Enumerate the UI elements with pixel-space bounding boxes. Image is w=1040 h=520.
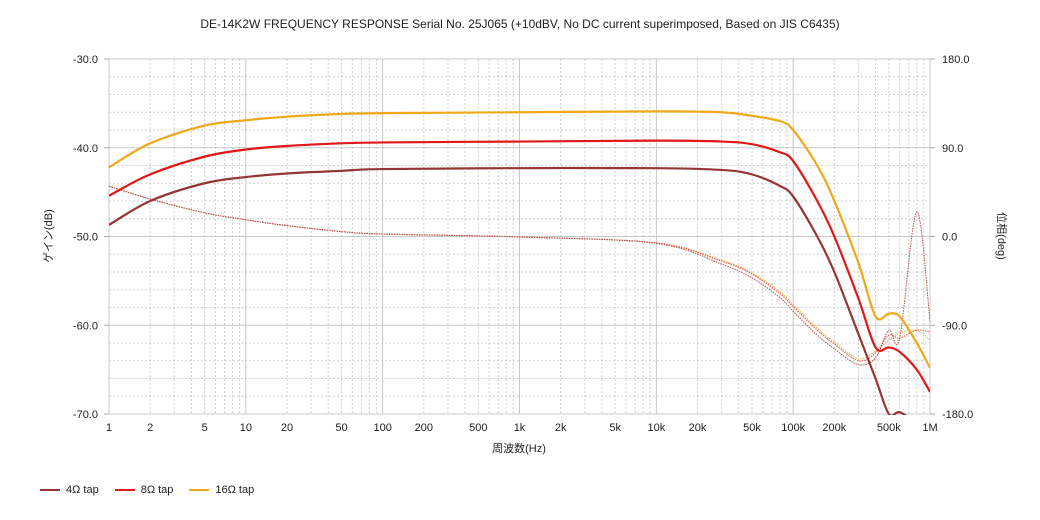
series-line-4-tap (109, 166, 908, 415)
x-tick-label: 1k (514, 422, 526, 434)
y2-tick-label: 0.0 (942, 232, 957, 244)
legend-label: 4Ω tap (66, 484, 99, 496)
y2-tick-label: 90.0 (942, 143, 963, 155)
x-tick-label: 500 (469, 422, 487, 434)
legend-swatch (40, 489, 60, 491)
y-tick-label: -70.0 (73, 409, 98, 421)
x-tick-label: 100 (373, 422, 391, 434)
chart-title: DE-14K2W FREQUENCY RESPONSE Serial No. 2… (200, 17, 839, 31)
legend-item-4ohm[interactable]: 4Ω tap (40, 484, 99, 496)
x-tick-label: 20 (281, 422, 293, 434)
legend-swatch (189, 489, 210, 491)
series-line-16-tap (109, 110, 930, 369)
x-tick-label: 20k (689, 422, 707, 434)
x-tick-label: 200k (822, 422, 846, 434)
y-tick-label: -30.0 (73, 54, 98, 66)
x-tick-label: 200 (415, 422, 433, 434)
y-axis-label: ゲイン(dB) (42, 209, 55, 263)
y-tick-label: -50.0 (73, 232, 98, 244)
y-tick-label: -40.0 (73, 143, 98, 155)
y-tick-label: -60.0 (73, 320, 98, 332)
x-tick-label: 1 (106, 422, 112, 434)
y2-tick-label: -90.0 (942, 320, 967, 332)
y2-tick-label: 180.0 (942, 54, 970, 66)
legend-item-8ohm[interactable]: 8Ω tap (114, 484, 174, 496)
x-tick-label: 10k (647, 422, 665, 434)
x-tick-label: 500k (877, 422, 901, 434)
x-tick-label: 5k (609, 422, 621, 434)
x-tick-label: 100k (781, 422, 805, 434)
legend: 4Ω tap 8Ω tap 16Ω tap (40, 484, 254, 496)
x-tick-label: 50 (335, 422, 347, 434)
x-tick-label: 1M (922, 422, 937, 434)
series-line-4-tap-phase (109, 185, 930, 366)
legend-label: 8Ω tap (140, 484, 174, 496)
x-axis-label: 周波数(Hz) (492, 442, 546, 455)
x-tick-label: 5 (202, 422, 208, 434)
x-tick-label: 2k (555, 422, 567, 434)
series-line-8-tap (109, 139, 930, 393)
x-tick-label: 2 (147, 422, 153, 434)
x-tick-label: 50k (743, 422, 761, 434)
y2-tick-label: -180.0 (942, 409, 973, 421)
legend-swatch (114, 489, 135, 491)
x-tick-label: 10 (240, 422, 252, 434)
y2-axis-label: 位相(deg) (995, 212, 1009, 260)
legend-label: 16Ω tap (215, 484, 255, 496)
legend-item-16ohm[interactable]: 16Ω tap (189, 484, 254, 496)
